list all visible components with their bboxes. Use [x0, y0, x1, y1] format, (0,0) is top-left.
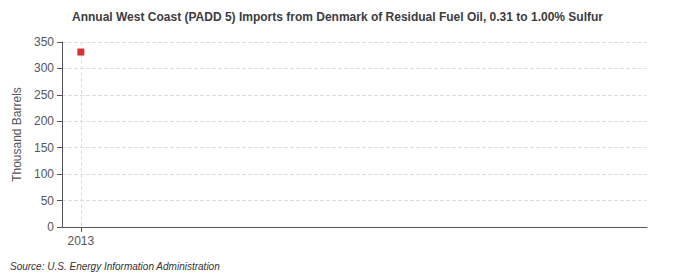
svg-text:Annual West Coast (PADD 5) Imp: Annual West Coast (PADD 5) Imports from … — [72, 10, 603, 24]
svg-text:200: 200 — [34, 114, 54, 128]
svg-text:Thousand Barrels: Thousand Barrels — [10, 87, 24, 182]
svg-text:50: 50 — [41, 194, 55, 208]
svg-text:350: 350 — [34, 35, 54, 49]
svg-text:2013: 2013 — [68, 234, 95, 248]
svg-text:300: 300 — [34, 61, 54, 75]
svg-text:Source: U.S. Energy Informatio: Source: U.S. Energy Information Administ… — [10, 261, 220, 272]
svg-text:150: 150 — [34, 141, 54, 155]
svg-text:250: 250 — [34, 88, 54, 102]
svg-text:100: 100 — [34, 167, 54, 181]
svg-text:0: 0 — [47, 220, 54, 234]
